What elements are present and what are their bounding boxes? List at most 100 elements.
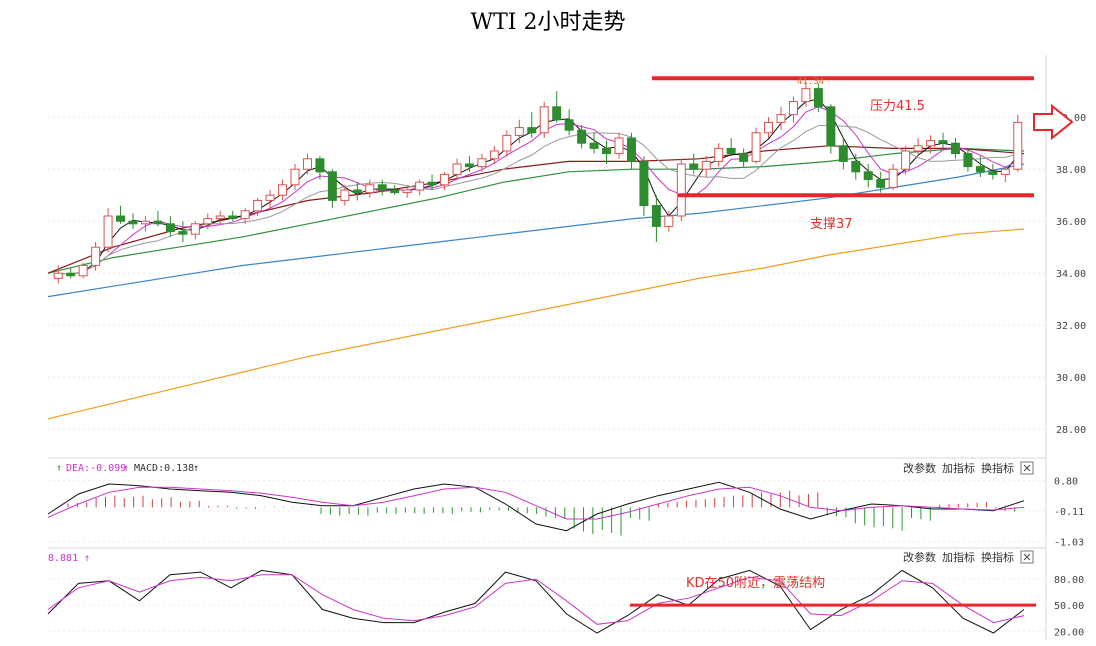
candle-body: [427, 181, 437, 186]
price-tick-label: 34.00: [1056, 269, 1086, 280]
candle-body: [278, 184, 288, 196]
peak-label: 41.34: [797, 77, 824, 87]
candle-body: [352, 189, 362, 194]
kd-d-line: [47, 574, 1025, 625]
candle-body: [91, 246, 101, 266]
candle-body: [901, 150, 911, 170]
macd-tick-label: -1.03: [1054, 538, 1084, 549]
candle-body: [302, 158, 312, 170]
kd-value-label: 8.881: [48, 553, 78, 564]
ma9-line: [58, 124, 1018, 276]
ma120-line: [47, 163, 1025, 298]
kd-tick-label: 20.00: [1054, 627, 1084, 638]
candle-body: [228, 215, 238, 220]
candle-body: [776, 114, 786, 123]
candle-body: [764, 121, 774, 134]
candle-body: [614, 137, 624, 155]
candle-body: [552, 106, 562, 121]
kd-note: KD在50附近，震荡结构: [686, 576, 825, 591]
candle-body: [440, 173, 450, 186]
kd-tick-label: 50.00: [1054, 601, 1084, 612]
candle-body: [602, 147, 612, 155]
candle-body: [938, 140, 948, 144]
candle-body: [78, 264, 88, 277]
candle-body: [103, 215, 113, 248]
candle-body: [1000, 168, 1010, 175]
switch-indicator-button[interactable]: 换指标: [981, 461, 1014, 475]
macd-dif-line: [47, 481, 1025, 532]
switch-indicator-button-kd[interactable]: 换指标: [981, 550, 1014, 564]
macd-dea-line: [47, 486, 1025, 520]
candle-body: [415, 181, 425, 191]
candle-body: [950, 142, 960, 155]
close-icon-kd[interactable]: [1020, 550, 1034, 564]
candle-body: [926, 140, 936, 147]
kd-k-line: [47, 569, 1025, 634]
candle-body: [726, 147, 736, 155]
candle-body: [215, 215, 225, 220]
candle-body: [190, 223, 200, 235]
kd-axis: 80.00 50.00 20.00: [1054, 575, 1084, 638]
candle-body: [452, 163, 462, 175]
macd-axis: 0.80 -0.11 -1.03: [1054, 477, 1084, 549]
candle-body: [714, 147, 724, 162]
grid-lines: [48, 55, 1047, 640]
candle-body: [66, 272, 76, 277]
candle-body: [988, 171, 998, 175]
macd-label: MACD:0.138: [134, 463, 194, 474]
svg-text:↑: ↑: [56, 463, 62, 474]
change-params-button-kd[interactable]: 改参数: [903, 550, 936, 564]
kd-series: [47, 569, 1046, 634]
candle-body: [564, 119, 574, 131]
candle-body: [863, 171, 873, 181]
candle-body: [739, 153, 749, 162]
candle-body: [838, 145, 848, 162]
candle-body: [876, 179, 886, 188]
support-resistance-lines: [652, 76, 1034, 198]
candle-body: [1013, 121, 1023, 170]
macd-tick-label: -0.11: [1054, 507, 1084, 518]
candle-body: [514, 127, 524, 136]
macd-controls: 改参数 加指标 换指标: [903, 461, 1034, 475]
candle-body: [626, 137, 636, 162]
price-tick-label: 38.00: [1056, 165, 1086, 176]
candle-body: [464, 163, 474, 168]
candle-body: [477, 158, 487, 168]
candle-body: [165, 223, 175, 233]
candle-body: [639, 160, 649, 207]
candle-body: [402, 189, 412, 194]
candle-body: [203, 218, 213, 225]
kd-tick-label: 80.00: [1054, 575, 1084, 586]
candle-body: [377, 184, 387, 191]
candlestick-series: [53, 82, 1023, 284]
price-tick-label: 40.00: [1056, 113, 1086, 124]
support-label: 支撑37: [810, 217, 853, 232]
add-indicator-button-kd[interactable]: 加指标: [942, 550, 975, 564]
macd-series: [47, 480, 1046, 543]
moving-average-lines: [47, 98, 1025, 420]
candle-body: [813, 88, 823, 108]
candle-body: [53, 272, 63, 279]
candle-body: [253, 199, 263, 212]
ma200-line: [47, 228, 1025, 420]
macd-tick-label: 0.80: [1054, 477, 1078, 488]
candle-body: [178, 231, 188, 235]
candle-body: [888, 168, 898, 188]
candle-body: [539, 106, 549, 134]
candle-body: [340, 189, 350, 201]
svg-text:↑: ↑: [123, 463, 129, 474]
candle-body: [153, 220, 163, 225]
candle-body: [116, 215, 126, 222]
close-icon[interactable]: [1020, 461, 1034, 475]
change-params-button[interactable]: 改参数: [903, 461, 936, 475]
candle-body: [365, 184, 375, 194]
chart-title: WTI 2小时走势: [470, 10, 626, 35]
candle-body: [290, 168, 300, 186]
candle-body: [689, 163, 699, 170]
candle-body: [327, 171, 337, 201]
add-indicator-button[interactable]: 加指标: [942, 461, 975, 475]
ma5-line: [58, 106, 1019, 276]
price-axis: 40.00 38.00 36.00 34.00 32.00 30.00 28.00: [1056, 113, 1086, 436]
dea-label: DEA:-0.099: [66, 463, 126, 474]
